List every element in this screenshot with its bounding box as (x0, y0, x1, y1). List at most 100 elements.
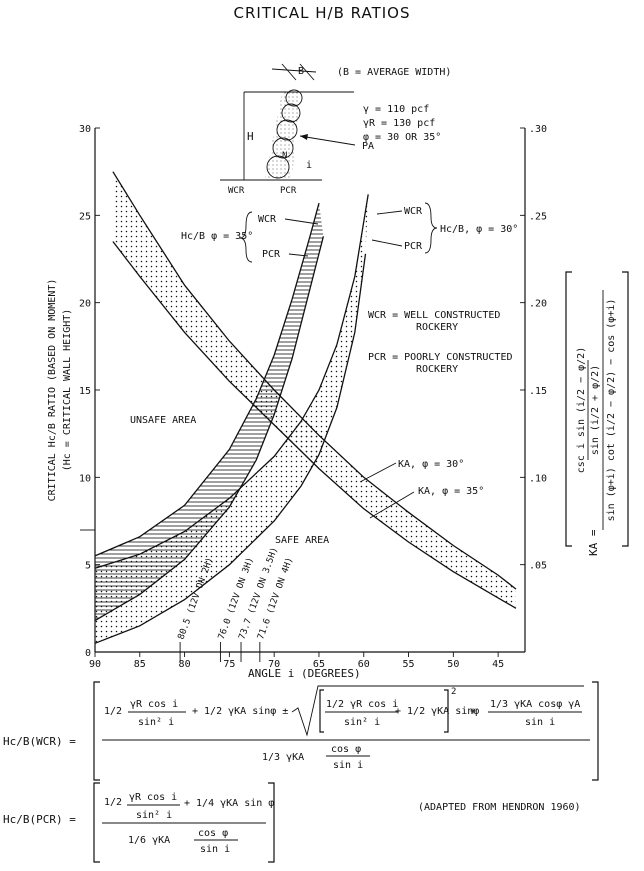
pcr-definition-line1: PCR = POORLY CONSTRUCTED (368, 352, 513, 363)
pcr-num-gr: γR cos i (129, 792, 177, 803)
wcr-sqrt-sign (291, 685, 584, 737)
chart-ticks: 90 85 80 75 70 65 60 55 50 45 0 5 10 15 20 25 30 .05 .10 .1… (79, 124, 547, 670)
rock (285, 89, 303, 107)
x-tick-label: 70 (268, 659, 280, 670)
wcr-num-gr: γR cos i (130, 699, 178, 710)
ka-formula-mid: sin (i/2 + φ/2) (590, 365, 601, 455)
wcr-rad-c1: 1/3 γKA cosφ γA (490, 699, 580, 710)
wcr-num-sin2: sin² i (138, 717, 174, 728)
ka-formula-bottom: sin (φ+i) cot (i/2 − φ/2) − cos (φ+i) (606, 299, 617, 522)
wcr-rad-plus: + (470, 706, 476, 717)
figure-title: CRITICAL H/B RATIOS (234, 4, 411, 22)
hcb35-brace (239, 211, 253, 263)
pcr-num-sin2: sin² i (136, 810, 172, 821)
ka-bracket-right (622, 271, 629, 547)
unsafe-area-label: UNSAFE AREA (130, 415, 196, 426)
pcr-bracket-right (268, 782, 275, 863)
x-tick-label: 90 (89, 659, 101, 670)
curve-ka30 (112, 171, 517, 590)
pcr-definition-line2: ROCKERY (416, 364, 458, 375)
rockery-sketch: B (B = AVERAGE WIDTH) H γ = 110 pcf γR =… (220, 63, 451, 196)
wcr-den-b2: sin i (333, 760, 363, 771)
pcr-den-b1: cos φ (198, 828, 228, 839)
ka-formula: KA = csc i sin (i/2 − φ/2) sin (i/2 + φ/… (565, 271, 629, 556)
x-tick-label: 65 (313, 659, 325, 670)
curve-ka35 (112, 241, 517, 609)
wcr-rad-c2: sin i (525, 717, 555, 728)
ka30-leader (359, 462, 397, 483)
wcr35-leader (284, 218, 319, 225)
curve-hcb30-pcr (94, 253, 367, 644)
wcr-definition-line2: ROCKERY (416, 322, 458, 333)
wcr-bracket-left (93, 681, 100, 781)
ka-band (112, 171, 517, 609)
x-tick-label: 80 (179, 659, 191, 670)
y-tick-label: 5 (85, 561, 91, 572)
chart-labels: Hc/B φ = 35° WCR PCR WCR PCR Hc/B, φ = 3… (130, 202, 518, 546)
ka35-label: KA, φ = 35° (418, 486, 484, 497)
wcr-den-a: 1/3 γKA (262, 752, 304, 763)
y-tick-label: 30 (79, 124, 91, 135)
source-note: (ADAPTED FROM HENDRON 1960) (418, 802, 581, 813)
b-note: (B = AVERAGE WIDTH) (337, 67, 451, 78)
b-label: B (298, 66, 304, 77)
y-tick-label: 0 (85, 648, 91, 659)
x-tick-label: 60 (358, 659, 370, 670)
x-tick-label: 85 (134, 659, 146, 670)
pcr35-label: PCR (262, 249, 281, 260)
y-axis-subtitle: (Hc = CRITICAL WALL HEIGHT) (62, 309, 73, 472)
wcr-den-b1: cos φ (331, 744, 361, 755)
pcr-den-b2: sin i (200, 844, 230, 855)
wcr35-label: WCR (258, 214, 277, 225)
pcr30-label: PCR (404, 241, 423, 252)
b-dim-line (271, 68, 317, 73)
ka30-label: KA, φ = 30° (398, 459, 464, 470)
chart-curves (94, 171, 517, 644)
x-tick-label: 50 (447, 659, 459, 670)
b-dim-tick-left (281, 63, 297, 81)
y2-tick-label: .30 (529, 124, 547, 135)
wcr-num-b: + 1/2 γKA sinφ ± (192, 706, 288, 717)
y-tick-label: 15 (79, 386, 91, 397)
x-tick-label: 55 (403, 659, 415, 670)
gamma-label: γ = 110 pcf (363, 104, 429, 115)
wcr30-leader (376, 210, 403, 215)
wcr-formula: Hc/B(WCR) = 1/2 γR cos i sin² i + 1/2 γK… (3, 681, 599, 781)
y2-tick-label: .25 (529, 211, 547, 222)
wcr-definition-line1: WCR = WELL CONSTRUCTED (368, 310, 500, 321)
y-tick-label: 25 (79, 211, 91, 222)
y-axis-title: CRITICAL Hc/B RATIO (BASED ON MOMENT) (47, 279, 58, 502)
pa-arrow (299, 135, 356, 146)
curve-hcb30-wcr (94, 194, 369, 569)
x-tick-label: 45 (492, 659, 504, 670)
sketch-wcr-label: WCR (228, 186, 245, 196)
y2-tick-label: .15 (529, 386, 547, 397)
rock (272, 137, 294, 159)
pcr-den-a: 1/6 γKA (128, 835, 170, 846)
wcr-rad-b: + 1/2 γKA sinφ (395, 706, 479, 717)
wcr-bracket-right (592, 681, 599, 781)
wcr-rad-bracket-right (444, 689, 449, 733)
wcr-rad-a1: 1/2 γR cos i (326, 699, 398, 710)
hcb30-brace (424, 202, 438, 254)
x-tick-label: 75 (223, 659, 235, 670)
pcr-num-b: + 1/4 γKA sin φ (184, 798, 274, 809)
chart-bands (95, 171, 517, 644)
rock (266, 155, 290, 179)
hcb30-label: Hc/B, φ = 30° (440, 224, 518, 235)
safe-area-label: SAFE AREA (275, 535, 329, 546)
pcr-formula: Hc/B(PCR) = 1/2 γR cos i sin² i + 1/4 γK… (3, 782, 275, 863)
pcr-bracket-left (93, 782, 100, 863)
pa-label: PA (362, 141, 374, 152)
ka-bracket-left (565, 271, 572, 547)
curve-hcb35-wcr (94, 202, 320, 557)
pa-arrowhead (300, 134, 308, 140)
h-label: H (247, 130, 254, 143)
y2-tick-label: .10 (529, 473, 547, 484)
pcr30-leader (371, 239, 403, 247)
rock (281, 103, 301, 123)
ka35-leader (369, 491, 415, 519)
x-axis-title: ANGLE i (DEGREES) (248, 667, 361, 680)
hcb35-label: Hc/B φ = 35° (181, 231, 253, 242)
